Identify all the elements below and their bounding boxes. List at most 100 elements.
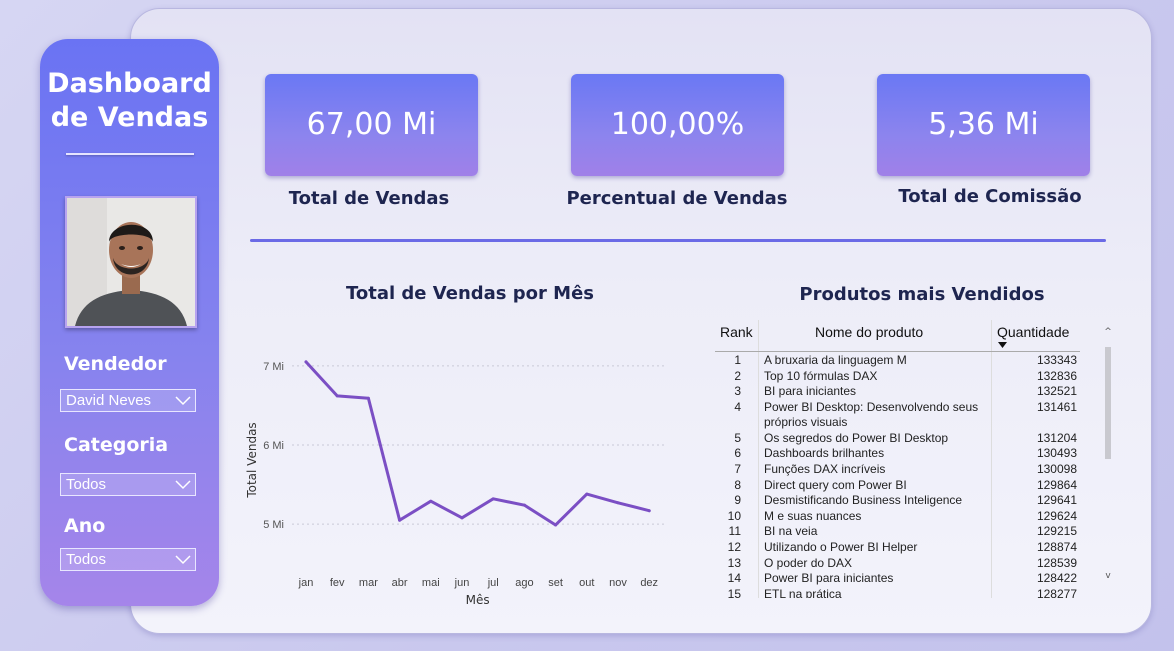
x-tick-label: jul	[487, 577, 499, 589]
y-tick-label: 6 Mi	[263, 440, 284, 452]
x-tick-label: set	[548, 577, 563, 589]
row-rank: 9	[734, 493, 741, 508]
data-point	[491, 497, 495, 501]
categoria-dropdown[interactable]: Todos	[60, 473, 196, 496]
data-point	[522, 503, 526, 507]
scroll-up-icon[interactable]: ^	[1104, 327, 1112, 337]
data-point	[429, 499, 433, 503]
row-rank: 6	[734, 446, 741, 461]
row-quantity: 132836	[1036, 368, 1077, 383]
line-chart-title: Total de Vendas por Mês	[345, 283, 594, 304]
title-line-2: de Vendas	[50, 102, 209, 133]
row-quantity: 130098	[1036, 462, 1077, 476]
x-tick-label: mai	[422, 577, 440, 589]
data-point	[398, 518, 402, 522]
row-quantity: 129624	[1036, 508, 1077, 523]
row-rank: 14	[727, 571, 741, 586]
section-divider	[250, 239, 1106, 242]
data-point	[554, 523, 558, 527]
sort-desc-icon[interactable]	[998, 342, 1007, 348]
x-tick-label: nov	[609, 577, 627, 589]
kpi-total-vendas-card: 67,00 Mi	[265, 74, 478, 176]
row-quantity: 129864	[1036, 477, 1077, 492]
scroll-down-icon[interactable]: v	[1105, 571, 1111, 581]
column-divider	[991, 320, 992, 598]
row-product-name-cont: próprios visuais	[764, 414, 848, 429]
row-product-name: Dashboards brilhantes	[764, 446, 885, 461]
title-line-1: Dashboard	[47, 68, 212, 99]
table-title: Produtos mais Vendidos	[799, 284, 1045, 305]
row-quantity: 128874	[1036, 540, 1077, 554]
seller-photo	[65, 196, 197, 328]
data-point	[585, 492, 589, 496]
row-rank: 5	[734, 430, 741, 445]
row-rank: 8	[734, 477, 741, 492]
header-underline	[715, 351, 1080, 352]
vendedor-dropdown[interactable]: David Neves	[60, 389, 196, 412]
row-product-name: ETL na prática	[764, 586, 842, 598]
kpi-comissao-value: 5,36 Mi	[928, 107, 1039, 142]
kpi-percentual-value: 100,00%	[610, 107, 745, 142]
scroll-thumb[interactable]	[1105, 347, 1111, 459]
kpi-comissao-label: Total de Comissão	[898, 186, 1082, 207]
col-header-rank[interactable]: Rank	[720, 324, 753, 340]
row-product-name: A bruxaria da linguagem M	[764, 353, 907, 367]
row-quantity: 133343	[1036, 353, 1077, 367]
row-rank: 10	[727, 508, 741, 523]
x-tick-label: ago	[515, 577, 533, 589]
ano-dropdown[interactable]: Todos	[60, 548, 196, 571]
row-product-name: Utilizando o Power BI Helper	[764, 540, 918, 554]
categoria-value: Todos	[66, 476, 107, 493]
ano-value: Todos	[66, 551, 107, 568]
row-quantity: 130493	[1036, 446, 1077, 461]
table-scrollbar[interactable]: ^ v	[1104, 325, 1112, 587]
sales-by-month-chart: 5 Mi 6 Mi 7 Mi jan fev mar abr mai jun jul ago set o…	[245, 360, 665, 607]
row-product-name: Funções DAX incríveis	[764, 462, 886, 476]
row-quantity: 128277	[1036, 586, 1077, 598]
vendedor-value: David Neves	[66, 392, 152, 409]
row-rank: 12	[727, 540, 741, 554]
x-axis-title: Mês	[466, 593, 490, 607]
col-header-name[interactable]: Nome do produto	[815, 324, 924, 340]
x-tick-label: mar	[359, 577, 378, 589]
row-rank: 13	[727, 555, 741, 570]
x-tick-label: jan	[298, 577, 314, 589]
data-point	[647, 509, 651, 513]
row-product-name: Top 10 fórmulas DAX	[764, 368, 878, 383]
chevron-down-icon	[175, 396, 191, 406]
row-rank: 11	[728, 524, 741, 539]
sales-line-series	[304, 360, 651, 527]
column-divider	[758, 320, 759, 598]
kpi-total-vendas-label: Total de Vendas	[288, 188, 450, 209]
row-rank: 4	[734, 399, 741, 414]
filter-label-ano: Ano	[64, 515, 106, 537]
y-tick-label: 5 Mi	[263, 519, 284, 531]
sidebar: Dashboard de Vendas Vendedor David Neves…	[40, 39, 219, 606]
x-tick-label: fev	[330, 577, 345, 589]
row-quantity: 132521	[1036, 384, 1077, 399]
row-quantity: 128539	[1036, 555, 1077, 570]
data-point	[335, 394, 339, 398]
kpi-total-vendas-value: 67,00 Mi	[306, 107, 437, 142]
kpi-comissao-card: 5,36 Mi	[877, 74, 1090, 176]
row-product-name: BI na veia	[764, 524, 818, 539]
chevron-down-icon	[175, 480, 191, 490]
data-point	[304, 360, 308, 364]
row-quantity: 129215	[1036, 524, 1077, 539]
row-product-name: O poder do DAX	[764, 555, 853, 570]
row-product-name: Os segredos do Power BI Desktop	[764, 430, 949, 445]
row-rank: 1	[734, 353, 741, 367]
title-divider	[66, 153, 194, 155]
row-product-name: M e suas nuances	[764, 508, 862, 523]
y-axis-title: Total Vendas	[245, 422, 259, 498]
row-product-name: Desmistificando Business Inteligence	[764, 493, 963, 508]
x-tick-label: jun	[454, 577, 470, 589]
filter-label-vendedor: Vendedor	[64, 353, 167, 375]
row-rank: 2	[734, 368, 741, 383]
col-header-qty[interactable]: Quantidade	[997, 324, 1070, 340]
dashboard-title: Dashboard de Vendas	[40, 67, 219, 135]
row-product-name: Direct query com Power BI	[764, 477, 907, 492]
row-product-name: Power BI Desktop: Desenvolvendo seus	[764, 399, 979, 414]
top-products-table: Rank Nome do produto Quantidade 1 A bruxa…	[715, 320, 1115, 598]
x-tick-label: out	[579, 577, 594, 589]
